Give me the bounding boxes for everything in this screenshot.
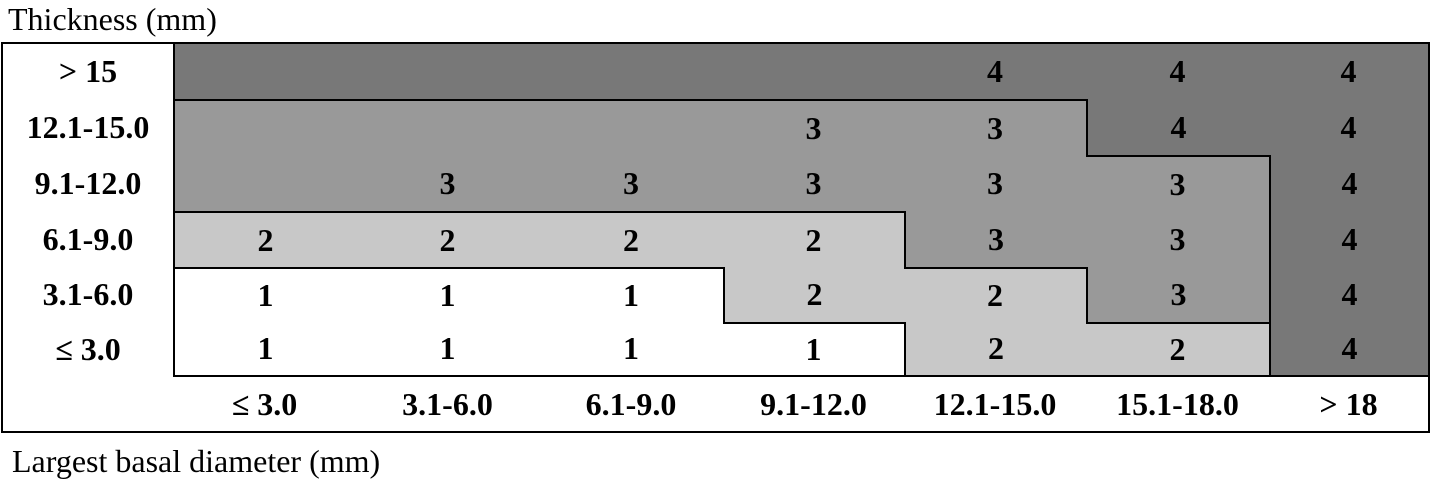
cell: 3: [904, 211, 1086, 267]
row-label: ≤ 3.0: [55, 331, 121, 367]
cell: [173, 155, 356, 211]
cell: 4: [1086, 44, 1269, 99]
row-label: 12.1-15.0: [26, 108, 150, 145]
cell: 3: [723, 155, 904, 211]
cell: 1: [539, 267, 723, 322]
row-label: > 15: [58, 53, 118, 89]
cell: 4: [1269, 211, 1428, 267]
footer: Largest basal diameter (mm): [12, 443, 381, 479]
cell: [173, 44, 356, 99]
cell: 1: [356, 267, 539, 322]
cell: 4: [1086, 99, 1269, 155]
cell: 2: [723, 211, 904, 267]
cell: 3: [904, 99, 1086, 155]
cell: [723, 44, 904, 99]
cell: [356, 44, 539, 99]
cell: 2: [723, 267, 904, 322]
cell: 1: [356, 322, 539, 377]
cell: 3: [539, 155, 723, 211]
cell: 2: [904, 322, 1086, 377]
row-label: 9.1-12.0: [34, 164, 142, 201]
cell: 4: [1269, 44, 1428, 99]
cell: 1: [173, 267, 356, 322]
cell: 3: [356, 155, 539, 211]
cell: [539, 44, 723, 99]
cell: 2: [1086, 322, 1269, 377]
cell: 1: [173, 322, 356, 377]
cell: 2: [173, 211, 356, 267]
column-label: 15.1-18.0: [1116, 385, 1239, 422]
row-label: 6.1-9.0: [42, 220, 134, 257]
cell: 4: [1269, 267, 1428, 322]
cell: 2: [356, 211, 539, 267]
cell: 4: [1269, 155, 1428, 211]
title: Thickness (mm): [8, 1, 217, 37]
column-label: ≤ 3.0: [231, 385, 298, 422]
cell: 3: [1086, 267, 1269, 322]
table: > 15 4 4 4 12.1-15.0 3 3 4 4 9.1-12.0 3 3 3 3 3 4 6.1-9.…: [1, 42, 1430, 433]
cell: 3: [904, 155, 1086, 211]
column-label: 12.1-15.0: [933, 385, 1057, 422]
column-label: 9.1-12.0: [760, 385, 867, 422]
column-label: 6.1-9.0: [585, 385, 677, 422]
cell: 2: [904, 267, 1086, 322]
corner: [3, 377, 173, 431]
cell: 1: [539, 322, 723, 377]
cell: [539, 99, 723, 155]
column-label: > 18: [1319, 385, 1378, 422]
cell: 4: [1269, 322, 1428, 377]
cell: [356, 99, 539, 155]
cell: 3: [723, 99, 904, 155]
row-label: 3.1-6.0: [42, 276, 134, 312]
cell: 4: [904, 44, 1086, 99]
cell: 4: [1269, 99, 1428, 155]
cell: 1: [723, 322, 904, 377]
column-label: 3.1-6.0: [402, 385, 493, 422]
cell: [173, 99, 356, 155]
cell: 3: [1086, 211, 1269, 267]
cell: 2: [539, 211, 723, 267]
cell: 3: [1086, 155, 1269, 211]
